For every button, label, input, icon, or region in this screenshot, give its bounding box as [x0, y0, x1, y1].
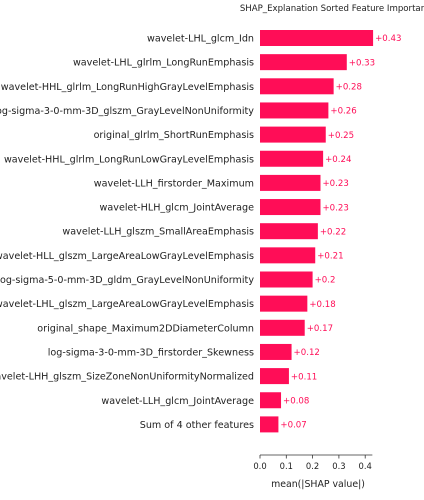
value-label-5: +0.24 — [325, 155, 351, 165]
category-label-8: wavelet-LLH_glszm_SmallAreaEmphasis — [62, 227, 254, 238]
bar-2 — [260, 78, 334, 95]
value-label-8: +0.22 — [320, 227, 346, 237]
x-axis-title: mean(|SHAP value|) — [271, 479, 365, 490]
bar-9 — [260, 247, 316, 264]
bar-13 — [260, 343, 292, 360]
x-tick-label-2: 0.2 — [306, 461, 319, 471]
bar-5 — [260, 150, 324, 167]
category-label-6: wavelet-LLH_firstorder_Maximum — [94, 178, 254, 189]
value-label-11: +0.18 — [309, 300, 335, 310]
category-label-15: wavelet-LLH_glcm_JointAverage — [101, 396, 254, 407]
value-label-3: +0.26 — [330, 107, 356, 117]
value-label-7: +0.23 — [322, 203, 348, 213]
category-label-2: wavelet-HHL_glrlm_LongRunHighGrayLevelEm… — [1, 82, 254, 93]
chart-title: SHAP_Explanation Sorted Feature Importan… — [240, 4, 424, 14]
category-labels: wavelet-LHL_glcm_Idn wavelet-LHL_glrlm_Lo… — [0, 34, 254, 431]
category-label-4: original_glrlm_ShortRunEmphasis — [94, 130, 254, 141]
value-label-14: +0.11 — [291, 372, 317, 382]
category-label-3: log-sigma-3-0-mm-3D_glszm_GrayLevelNonUn… — [0, 106, 254, 117]
value-label-16: +0.07 — [280, 421, 306, 431]
value-label-10: +0.2 — [315, 276, 336, 286]
bar-11 — [260, 295, 308, 312]
x-tick-label-0: 0.0 — [253, 461, 266, 471]
bars-layer — [260, 30, 374, 433]
bar-8 — [260, 223, 318, 240]
bar-7 — [260, 199, 321, 216]
category-label-13: log-sigma-3-0-mm-3D_firstorder_Skewness — [48, 347, 254, 358]
bar-12 — [260, 319, 305, 336]
x-tick-label-1: 0.1 — [280, 461, 293, 471]
category-label-11: wavelet-LHL_glszm_LargeAreaLowGrayLevelE… — [0, 299, 254, 310]
bar-3 — [260, 102, 329, 119]
category-label-14: wavelet-LHH_glszm_SizeZoneNonUniformityN… — [0, 372, 254, 383]
bar-6 — [260, 174, 321, 191]
category-label-10: log-sigma-5-0-mm-3D_gldm_GrayLevelNonUni… — [0, 275, 254, 286]
category-label-0: wavelet-LHL_glcm_Idn — [147, 34, 254, 45]
value-label-2: +0.28 — [336, 83, 362, 93]
bar-0 — [260, 30, 374, 46]
value-label-6: +0.23 — [322, 179, 348, 189]
category-label-9: wavelet-HLL_glszm_LargeAreaLowGrayLevelE… — [0, 251, 254, 262]
value-label-1: +0.33 — [349, 58, 375, 68]
bar-16 — [260, 416, 279, 433]
value-label-15: +0.08 — [283, 396, 309, 406]
bar-1 — [260, 54, 347, 71]
bar-10 — [260, 271, 313, 288]
category-label-5: wavelet-HHL_glrlm_LongRunLowGrayLevelEmp… — [4, 154, 254, 165]
bar-4 — [260, 126, 326, 143]
x-axis: 0.0 0.1 0.2 0.3 0.4 — [253, 454, 373, 471]
value-label-13: +0.12 — [294, 348, 320, 358]
value-label-12: +0.17 — [307, 324, 333, 334]
bar-15 — [260, 392, 282, 409]
bar-14 — [260, 368, 289, 385]
value-labels: +0.43 +0.33 +0.28 +0.26 +0.25 +0.24 +0.23 +0.23… — [280, 34, 401, 430]
x-tick-label-3: 0.3 — [332, 461, 345, 471]
value-label-9: +0.21 — [317, 252, 343, 262]
x-tick-label-4: 0.4 — [359, 461, 372, 471]
value-label-0: +0.43 — [375, 34, 401, 44]
category-label-16: Sum of 4 other features — [140, 420, 254, 431]
category-label-1: wavelet-LHL_glrlm_LongRunEmphasis — [73, 58, 254, 69]
category-label-12: original_shape_Maximum2DDiameterColumn — [37, 323, 254, 334]
value-label-4: +0.25 — [328, 131, 354, 141]
category-label-7: wavelet-HLH_glcm_JointAverage — [100, 203, 255, 214]
